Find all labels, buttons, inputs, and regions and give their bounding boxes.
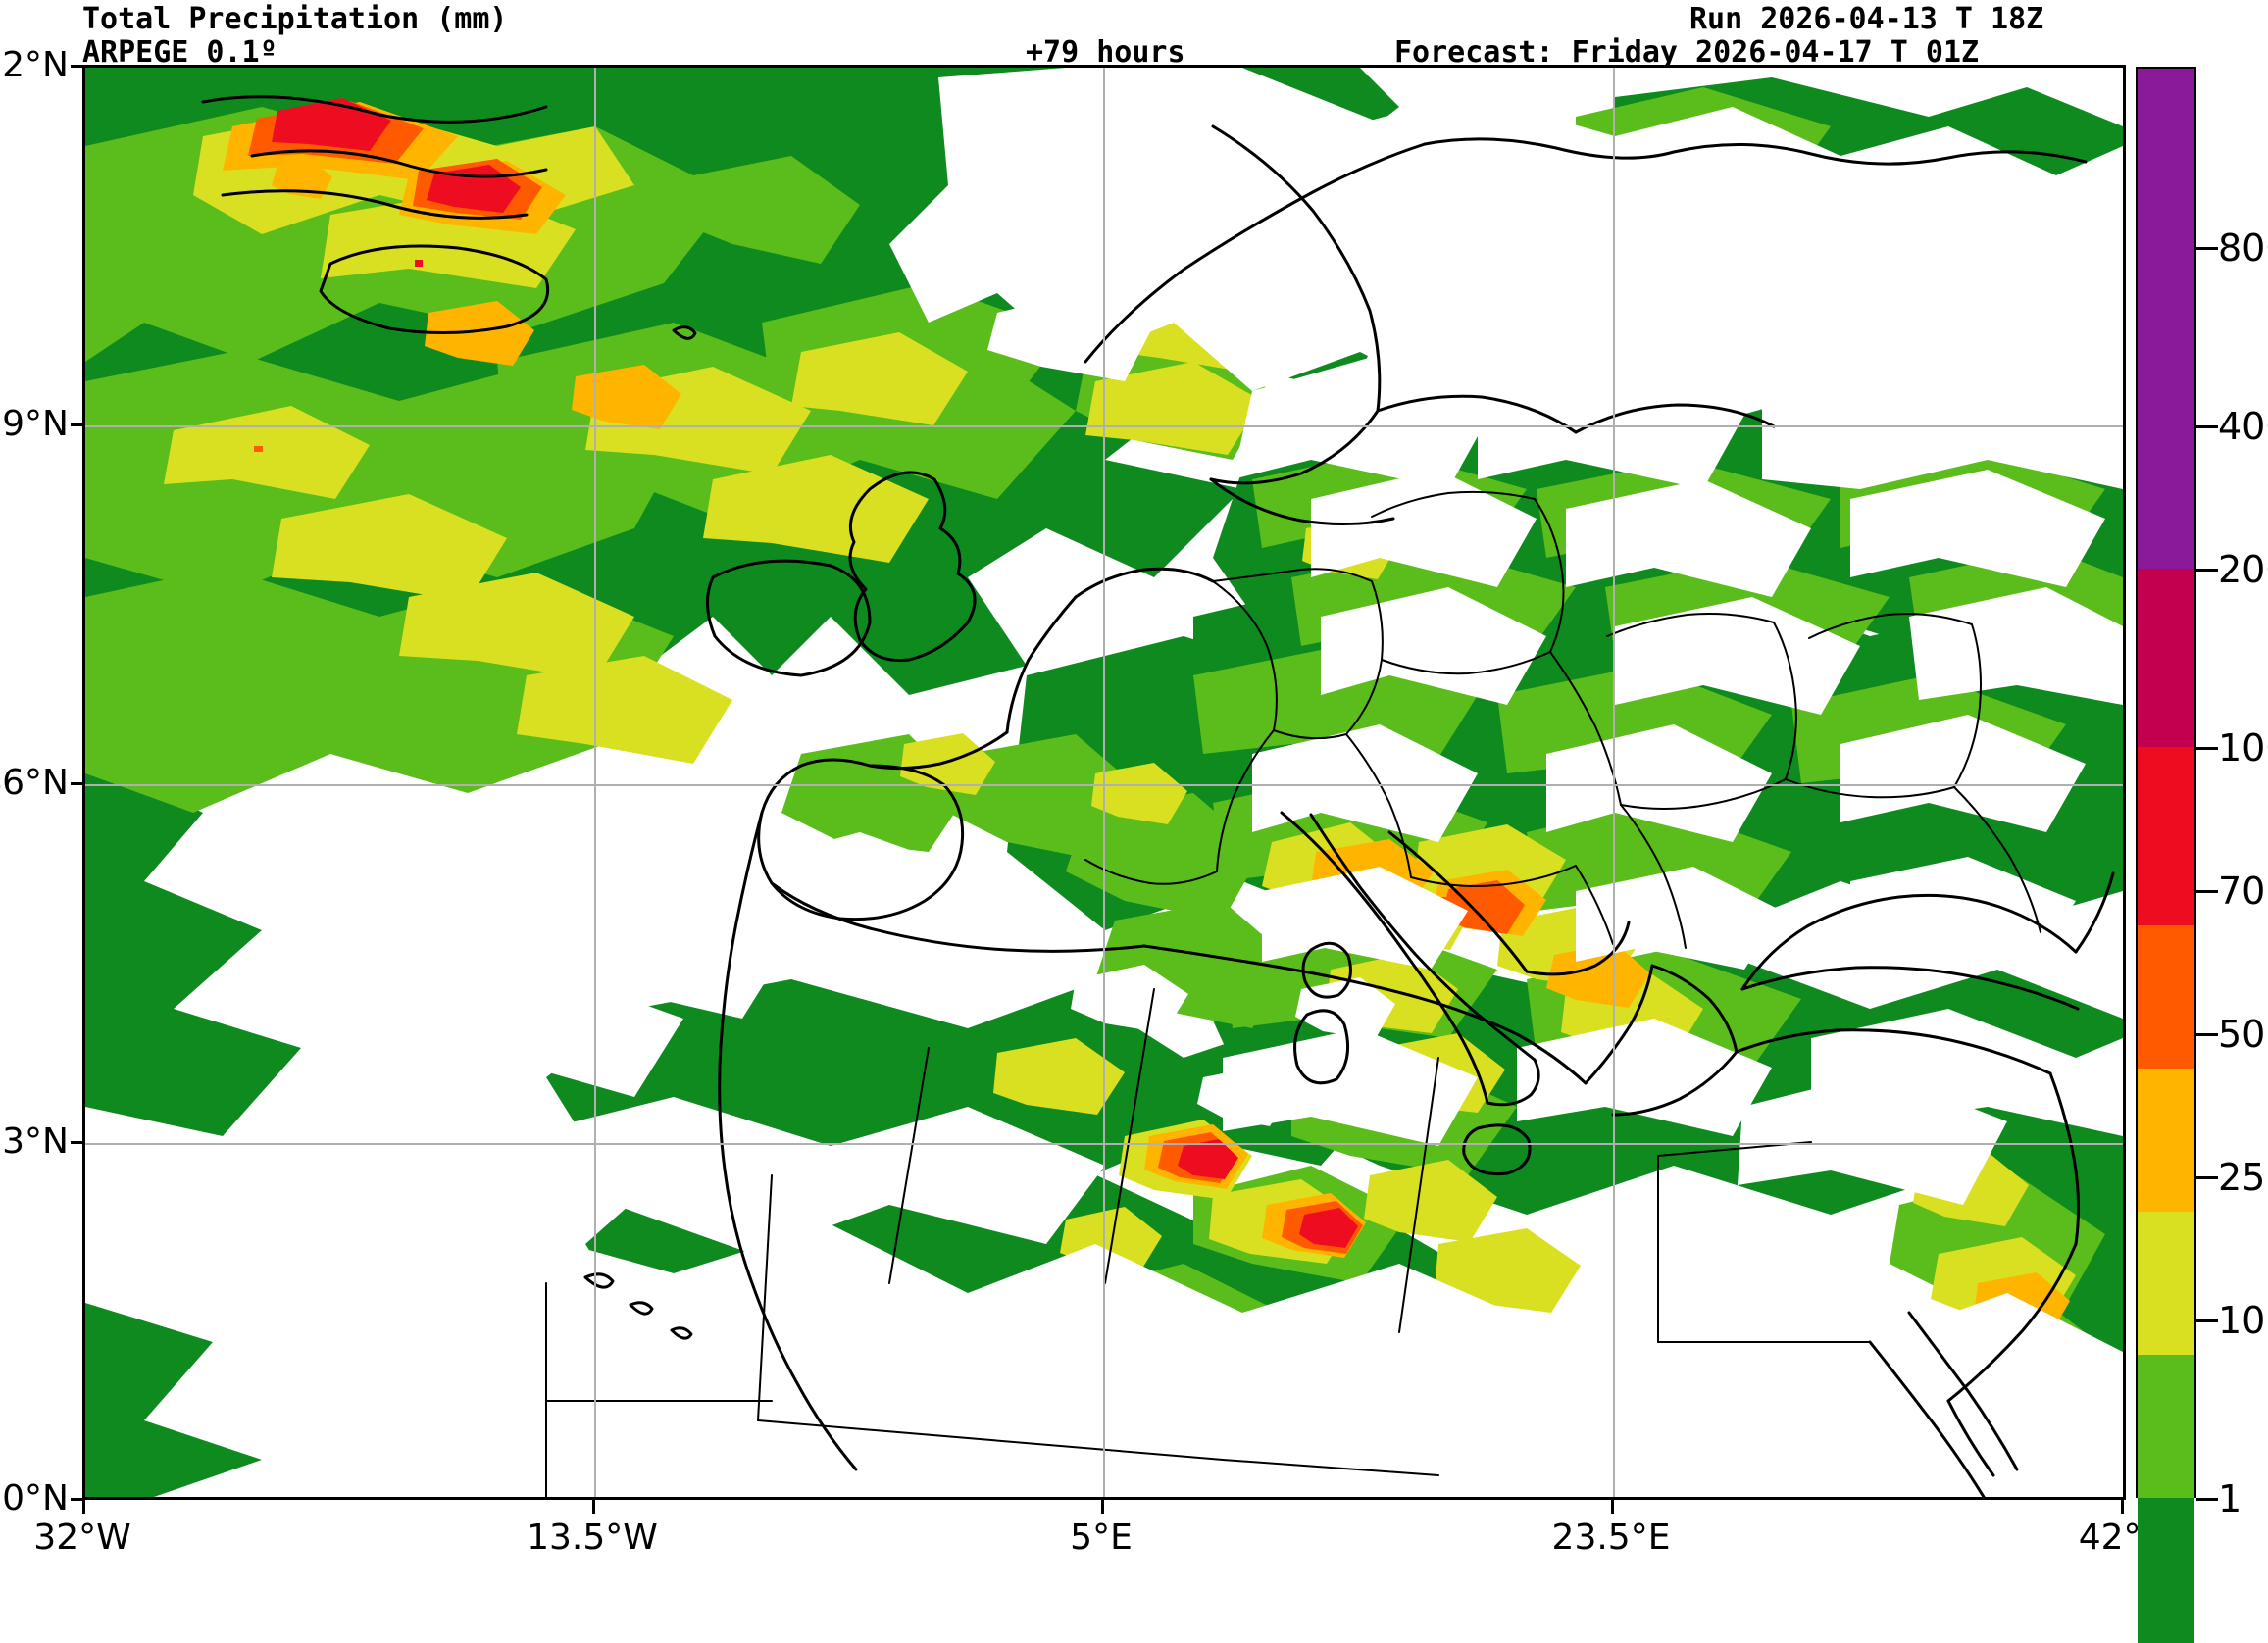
y-tick-mark (71, 782, 84, 785)
x-tick-mark (2121, 1500, 2124, 1514)
colorbar-band-400-800 (2138, 319, 2194, 569)
x-tick-mark (1611, 1500, 1614, 1514)
model-label: ARPEGE 0.1º (82, 35, 277, 70)
colorbar-band-100-200 (2138, 747, 2194, 925)
x-tick-mark (82, 1500, 85, 1514)
coastline-layer (201, 95, 2115, 1497)
colorbar-tick-100 (2196, 747, 2218, 750)
header-bar: Total Precipitation (mm) ARPEGE 0.1º +79… (0, 0, 2268, 70)
y-tick-label-33n: 33°N (0, 1121, 69, 1162)
x-tick-label-135w: 13.5°W (527, 1518, 658, 1558)
colorbar[interactable] (2136, 67, 2196, 1643)
colorbar-band-25-50 (2138, 1212, 2194, 1355)
y-tick-label-46n: 46°N (0, 763, 69, 803)
colorbar-label-200: 200 (2218, 548, 2268, 591)
run-label: Run 2026-04-13 T 18Z (1689, 2, 2044, 36)
lead-time-label: +79 hours (1026, 35, 1185, 70)
page-title: Total Precipitation (mm) (82, 2, 508, 36)
colorbar-tick-800 (2196, 247, 2218, 250)
colorbar-band-10-25 (2138, 1355, 2194, 1498)
colorbar-tick-25 (2196, 1176, 2218, 1179)
colorbar-tick-10 (2196, 1319, 2218, 1322)
x-tick-label-42e: 42°E (2078, 1518, 2164, 1558)
colorbar-label-10: 10 (2218, 1299, 2266, 1342)
colorbar-band-200-400 (2138, 569, 2194, 747)
colorbar-label-1: 1 (2218, 1477, 2243, 1520)
colorbar-tick-400 (2196, 425, 2218, 428)
colorbar-tick-70 (2196, 890, 2218, 893)
colorbar-label-25: 25 (2218, 1156, 2266, 1199)
x-tick-label-235e: 23.5°E (1551, 1518, 1671, 1558)
dry-land-mask (321, 68, 2123, 1497)
x-tick-label-5e: 5°E (1070, 1518, 1133, 1558)
colorbar-tick-200 (2196, 569, 2218, 572)
colorbar-label-100: 100 (2218, 726, 2268, 770)
y-tick-mark (71, 1141, 84, 1144)
y-tick-label-72n: 72°N (0, 45, 69, 85)
colorbar-tick-1 (2196, 1498, 2218, 1501)
colorbar-label-50: 50 (2218, 1013, 2266, 1056)
colorbar-band-1-10 (2138, 1498, 2194, 1643)
x-tick-label-32w: 32°W (33, 1518, 131, 1558)
y-tick-mark (71, 423, 84, 426)
y-tick-label-59n: 59°N (0, 404, 69, 444)
x-tick-mark (592, 1500, 595, 1514)
colorbar-label-70: 70 (2218, 870, 2266, 913)
precipitation-map[interactable] (82, 65, 2126, 1500)
colorbar-label-800: 800 (2218, 226, 2268, 270)
forecast-label: Forecast: Friday 2026-04-17 T 01Z (1394, 35, 1980, 70)
colorbar-band-70-100 (2138, 925, 2194, 1069)
y-tick-mark (71, 65, 84, 68)
colorbar-band-50-70 (2138, 1069, 2194, 1212)
y-tick-label-20n: 20°N (0, 1478, 69, 1519)
colorbar-band-800plus (2138, 69, 2194, 319)
colorbar-tick-50 (2196, 1033, 2218, 1036)
y-tick-mark (71, 1498, 84, 1501)
map-canvas (85, 68, 2123, 1497)
gridlines (85, 68, 2123, 1497)
colorbar-label-400: 400 (2218, 405, 2268, 448)
x-tick-mark (1101, 1500, 1104, 1514)
